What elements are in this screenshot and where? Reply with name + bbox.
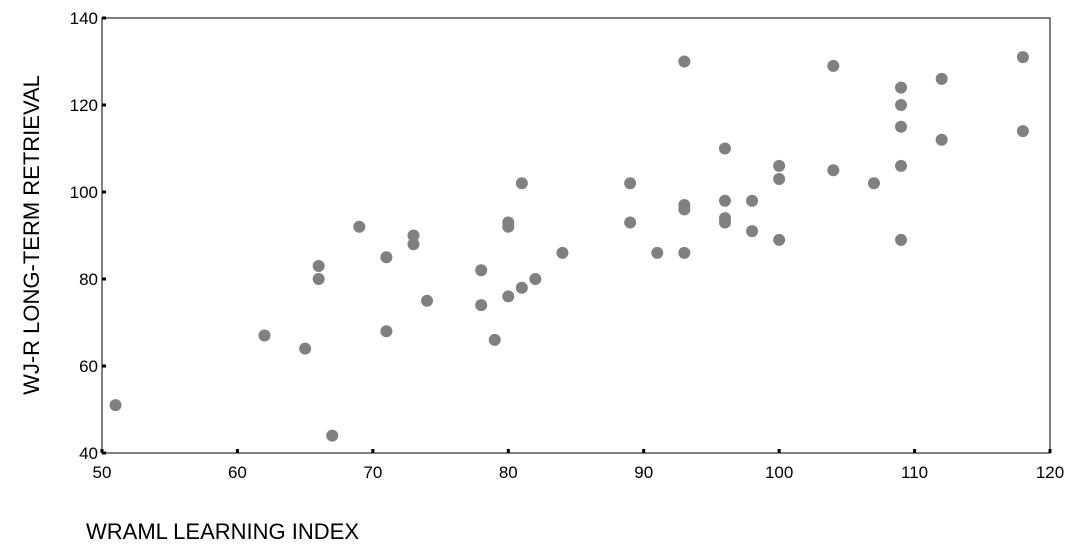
data-point [299, 342, 312, 355]
data-point [1016, 51, 1029, 64]
data-point [109, 399, 122, 412]
data-point [421, 294, 434, 307]
data-point [867, 177, 880, 190]
data-point [895, 159, 908, 172]
data-point [651, 246, 664, 259]
data-point [895, 99, 908, 111]
data-point [380, 325, 393, 338]
x-tick-label: 80 [499, 463, 518, 482]
data-point [502, 290, 515, 303]
y-tick-label: 100 [70, 183, 98, 202]
data-point [718, 216, 731, 229]
data-point [488, 333, 501, 346]
data-point [746, 194, 759, 207]
data-point [827, 59, 840, 72]
data-point [1016, 125, 1029, 138]
y-tick-label: 60 [79, 357, 98, 376]
data-points [109, 51, 1029, 442]
data-point [895, 81, 908, 94]
data-point [326, 429, 339, 442]
data-point [678, 203, 691, 216]
data-point [895, 233, 908, 246]
data-point [407, 238, 420, 251]
data-point [312, 259, 325, 272]
data-point [678, 246, 691, 259]
x-tick-label: 70 [363, 463, 382, 482]
data-point [407, 229, 420, 242]
x-tick-label: 90 [634, 463, 653, 482]
data-point [529, 273, 542, 285]
x-tick-label: 110 [901, 463, 928, 482]
x-tick-label: 60 [228, 463, 247, 482]
data-point [353, 220, 366, 233]
data-point [773, 172, 786, 185]
x-tick-label: 100 [765, 463, 793, 482]
y-tick-label: 120 [70, 96, 98, 115]
data-point [895, 120, 908, 133]
data-point [746, 225, 759, 238]
y-tick-label: 140 [70, 9, 98, 28]
data-point [258, 329, 271, 342]
data-point [475, 299, 488, 312]
x-tick-label: 120 [1036, 463, 1064, 482]
data-point [773, 159, 786, 172]
data-point [515, 281, 528, 294]
data-point [678, 55, 691, 68]
data-point [502, 220, 515, 233]
y-tick-label: 80 [79, 270, 98, 289]
y-tick-label: 40 [79, 444, 98, 463]
data-point [773, 233, 786, 246]
data-point [515, 177, 528, 190]
x-axis-title: WRAML LEARNING INDEX [86, 519, 359, 544]
data-point [935, 72, 948, 85]
data-point [827, 164, 840, 177]
plot-frame [101, 17, 1051, 454]
data-point [312, 273, 325, 285]
y-axis-title: WJ-R LONG-TERM RETRIEVAL [19, 75, 44, 395]
data-point [556, 246, 569, 259]
data-point [475, 264, 488, 277]
data-point [718, 194, 731, 207]
data-point [624, 177, 637, 190]
data-point [380, 251, 393, 264]
data-point [718, 142, 731, 155]
axis-ticks: 50 60 70 80 90 100 110 120 40 60 80 100 120 140 [70, 9, 1065, 482]
data-point [935, 133, 948, 146]
data-point [624, 216, 637, 229]
x-tick-label: 50 [93, 463, 112, 482]
